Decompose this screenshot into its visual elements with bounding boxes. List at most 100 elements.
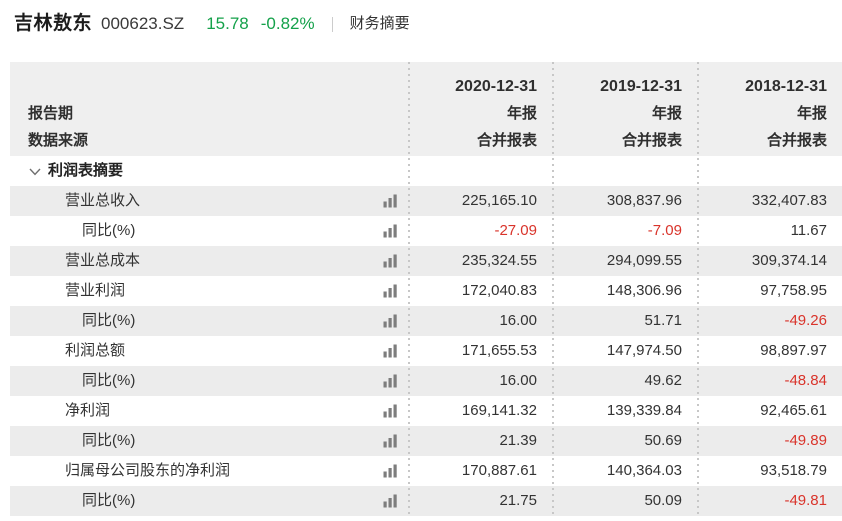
cell-value: -7.09 xyxy=(647,222,682,239)
row-label: 归属母公司股东的净利润 xyxy=(65,462,231,479)
report-date: 2018-12-31 xyxy=(745,78,827,95)
cell-value: 140,364.03 xyxy=(606,462,682,479)
column-separator xyxy=(697,62,699,516)
cell-value: 309,374.14 xyxy=(751,252,827,269)
bar-chart-icon[interactable] xyxy=(383,344,398,358)
cell-value: 16.00 xyxy=(499,312,537,329)
bar-chart-icon[interactable] xyxy=(383,224,398,238)
cell-value: 170,887.61 xyxy=(461,462,537,479)
table-row: 利润总额 171,655.53 147,974.50 98,897.97 xyxy=(10,336,842,366)
table-row: 归属母公司股东的净利润 170,887.61 140,364.03 93,518.79 xyxy=(10,456,842,486)
table-row: 同比(%) 21.39 50.69 -49.89 xyxy=(10,426,842,456)
row-label: 同比(%) xyxy=(82,372,136,389)
row-label: 净利润 xyxy=(65,402,111,419)
row-label-report-period: 报告期 xyxy=(28,105,74,122)
table-row: 营业总收入 225,165.10 308,837.96 332,407.83 xyxy=(10,186,842,216)
row-label: 同比(%) xyxy=(82,312,136,329)
table-row: 营业总成本 235,324.55 294,099.55 309,374.14 xyxy=(10,246,842,276)
cell-value: 93,518.79 xyxy=(760,462,827,479)
report-date: 2019-12-31 xyxy=(600,78,682,95)
header-column: 2020-12-31 年报 合并报表 xyxy=(408,73,552,156)
stock-name: 吉林敖东 xyxy=(14,13,93,34)
bar-chart-icon[interactable] xyxy=(383,434,398,448)
row-label: 利润总额 xyxy=(65,342,126,359)
report-date: 2020-12-31 xyxy=(455,78,537,95)
cell-value: 171,655.53 xyxy=(461,342,537,359)
cell-value: 225,165.10 xyxy=(461,192,537,209)
chevron-down-icon[interactable] xyxy=(29,168,41,176)
report-type: 年报 xyxy=(651,105,682,122)
header-label-column: . 报告期 数据来源 xyxy=(10,73,408,156)
cell-value: 16.00 xyxy=(499,372,537,389)
cell-value: 332,407.83 xyxy=(751,192,827,209)
table-row: 同比(%) -27.09 -7.09 11.67 xyxy=(10,216,842,246)
column-separator xyxy=(552,62,554,516)
report-source: 合并报表 xyxy=(621,132,682,149)
cell-value: -48.84 xyxy=(784,372,827,389)
cell-value: 97,758.95 xyxy=(760,282,827,299)
cell-value: 11.67 xyxy=(790,222,827,239)
divider xyxy=(331,17,333,32)
stock-price: 15.78 xyxy=(206,14,249,33)
cell-value: -49.89 xyxy=(784,432,827,449)
bar-chart-icon[interactable] xyxy=(383,374,398,388)
row-label-cell: 利润总额 xyxy=(10,336,408,366)
cell-value: 139,339.84 xyxy=(606,402,682,419)
row-label: 同比(%) xyxy=(82,222,136,239)
column-separator xyxy=(408,62,410,516)
report-source: 合并报表 xyxy=(766,132,827,149)
header-column: 2019-12-31 年报合并报表 xyxy=(552,73,697,156)
section-income-statement-summary[interactable]: 利润表摘要 xyxy=(10,156,842,186)
cell-value: 235,324.55 xyxy=(461,252,537,269)
cell-value: -27.09 xyxy=(494,222,537,239)
bar-chart-icon[interactable] xyxy=(383,284,398,298)
table-row: 净利润 169,141.32 139,339.84 92,465.61 xyxy=(10,396,842,426)
report-source: 合并报表 xyxy=(476,132,537,149)
cell-value: 49.62 xyxy=(644,372,682,389)
top-bar: 吉林敖东 000623.SZ 15.78 -0.82% 财务摘要 xyxy=(0,0,842,62)
cell-value: 21.75 xyxy=(499,492,537,509)
row-label-data-source: 数据来源 xyxy=(28,132,89,149)
row-label: 同比(%) xyxy=(82,432,136,449)
row-label: 营业利润 xyxy=(65,282,126,299)
cell-value: 51.71 xyxy=(644,312,682,329)
cell-value: 294,099.55 xyxy=(606,252,682,269)
cell-value: -49.26 xyxy=(784,312,827,329)
bar-chart-icon[interactable] xyxy=(383,314,398,328)
cell-value: 92,465.61 xyxy=(760,402,827,419)
cell-value: 21.39 xyxy=(499,432,537,449)
row-label-cell: 同比(%) xyxy=(10,366,408,396)
row-label-cell: 营业利润 xyxy=(10,276,408,306)
row-label: 营业总成本 xyxy=(65,252,141,269)
cell-value: 172,040.83 xyxy=(461,282,537,299)
cell-value: 148,306.96 xyxy=(606,282,682,299)
stock-code: 000623.SZ xyxy=(101,14,185,33)
bar-chart-icon[interactable] xyxy=(383,404,398,418)
row-label-cell: 同比(%) xyxy=(10,486,408,516)
row-label-cell: 同比(%) xyxy=(10,426,408,456)
row-label: 营业总收入 xyxy=(65,192,141,209)
row-label-cell: 营业总成本 xyxy=(10,246,408,276)
row-label: 同比(%) xyxy=(82,492,136,509)
bar-chart-icon[interactable] xyxy=(383,194,398,208)
table-row: 同比(%) 21.75 50.09 -49.81 xyxy=(10,486,842,516)
row-label-cell: 同比(%) xyxy=(10,216,408,246)
section-title: 利润表摘要 xyxy=(48,162,124,179)
report-type: 年报 xyxy=(796,105,827,122)
bar-chart-icon[interactable] xyxy=(383,464,398,478)
cell-value: 98,897.97 xyxy=(760,342,827,359)
cell-value: -49.81 xyxy=(784,492,827,509)
row-label-cell: 同比(%) xyxy=(10,306,408,336)
row-label-cell: 归属母公司股东的净利润 xyxy=(10,456,408,486)
table-body: 营业总收入 225,165.10 308,837.96 332,407.83 同比(%)… xyxy=(10,186,842,516)
cell-value: 50.09 xyxy=(644,492,682,509)
cell-value: 169,141.32 xyxy=(461,402,537,419)
bar-chart-icon[interactable] xyxy=(383,254,398,268)
bar-chart-icon[interactable] xyxy=(383,494,398,508)
stock-change: -0.82% xyxy=(260,14,315,33)
row-label-cell: 净利润 xyxy=(10,396,408,426)
cell-value: 308,837.96 xyxy=(606,192,682,209)
cell-value: 147,974.50 xyxy=(606,342,682,359)
